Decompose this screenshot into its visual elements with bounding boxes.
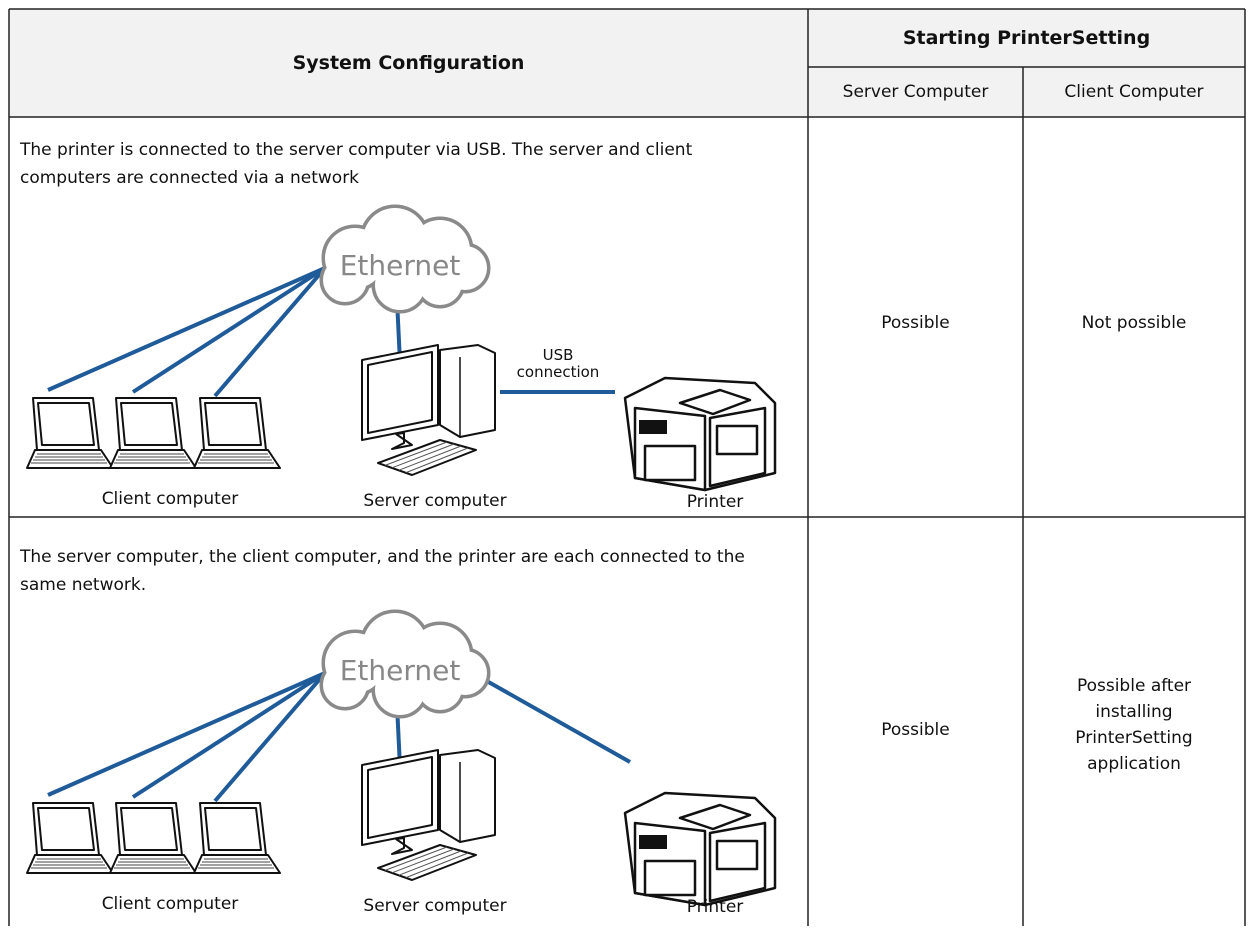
server-label: Server computer [363,491,506,511]
laptop-base [109,449,197,469]
cloud-label: Ethernet [340,249,461,282]
keyboard-keys [398,850,462,876]
network-line [484,678,631,764]
laptop-base [26,449,114,469]
tower [439,344,496,438]
laptop-screen [37,402,95,446]
tower [439,749,496,843]
network-line [213,671,327,803]
keyboard-keys [384,846,448,871]
header-client: Client Computer [1064,82,1204,102]
network-line [131,266,327,394]
row-description: The server computer, the client computer… [20,547,745,595]
network-line [47,266,326,392]
printer-label: Printer [687,897,744,917]
printer-window [715,424,759,456]
row-client: Possible after installing PrinterSetting… [1075,676,1193,774]
header-bg [9,9,1245,117]
laptop-screen [204,807,262,851]
laptop-base [193,449,281,469]
server-label: Server computer [363,896,506,916]
network-line [131,671,327,799]
monitor-screen [367,351,433,434]
network-line [213,266,327,398]
monitor-stand [391,432,413,450]
row-server: Possible [881,313,950,333]
link-label: USB [543,346,574,364]
cloud-label: Ethernet [340,654,461,687]
keyboard [377,844,477,881]
cloud-fill [418,666,462,710]
printer-panel [639,835,667,849]
keyboard-keys [391,848,455,874]
network-line [47,671,326,797]
printer-tray [643,859,697,897]
laptop-base [26,854,114,874]
keyboard-keys [384,441,448,466]
laptop-base [193,854,281,874]
printer-top [678,803,752,831]
header-server: Server Computer [842,82,989,102]
link-label: connection [517,363,600,381]
monitor-stand [391,837,413,855]
header-system: System Configuration [292,52,525,74]
laptop-screen [120,807,178,851]
laptop-screen [204,402,262,446]
cloud-fill [323,663,367,707]
keyboard-keys [405,852,469,879]
cloud-fill [323,258,367,302]
printer-tray [643,444,697,482]
borders [8,8,1246,926]
cloud-fill [375,260,425,310]
printer-panel [639,420,667,434]
row-description: The printer is connected to the server c… [20,140,693,188]
client-label: Client computer [102,489,239,509]
cloud-fill [375,665,425,715]
header-starting: Starting PrinterSetting [902,27,1151,49]
diagram: Ethernet Client computer Server computer Pr… [26,609,777,917]
laptop-base [109,854,197,874]
keyboard-keys [398,445,462,471]
monitor-screen [367,756,433,839]
client-label: Client computer [102,894,239,914]
keyboard-keys [391,443,455,469]
keyboard-keys [405,447,469,474]
printer-window [715,839,759,871]
keyboard [377,439,477,476]
laptop-screen [120,402,178,446]
row-server: Possible [881,720,950,740]
row-client: Not possible [1081,313,1187,333]
printer-label: Printer [687,492,744,512]
laptop-screen [37,807,95,851]
cloud-fill [418,261,462,305]
printer-top [678,388,752,416]
